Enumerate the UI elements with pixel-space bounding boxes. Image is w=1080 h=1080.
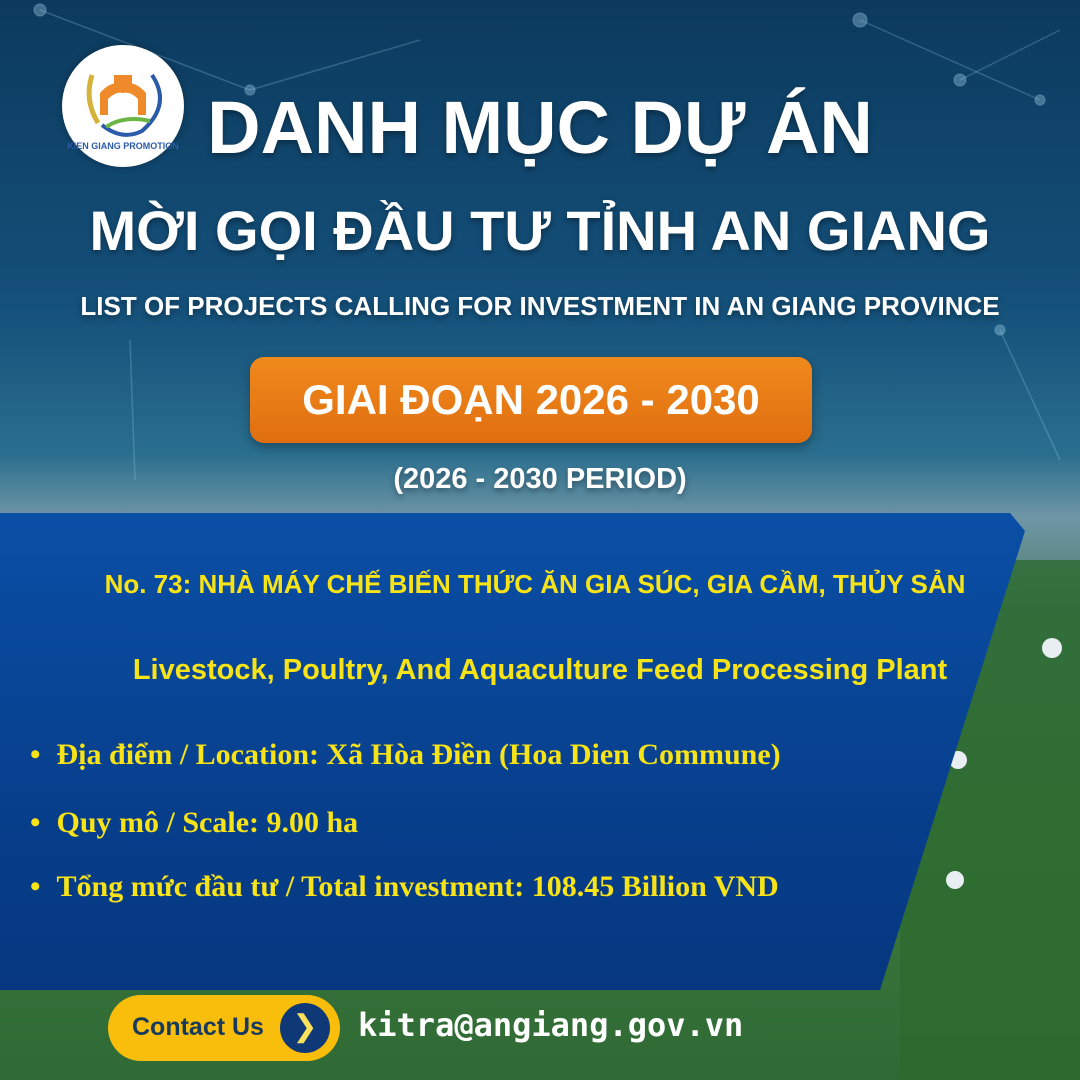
contact-us-label: Contact Us <box>132 1013 264 1041</box>
project-title: No. 73: NHÀ MÁY CHẾ BIẾN THỨC ĂN GIA SÚC… <box>104 569 966 599</box>
title-line-1: DANH MỤC DỰ ÁN <box>207 86 873 169</box>
period-english: (2026 - 2030 PERIOD) <box>393 463 687 495</box>
svg-text:KIEN GIANG PROMOTION: KIEN GIANG PROMOTION <box>67 141 179 151</box>
project-title-english: Livestock, Poultry, And Aquaculture Feed… <box>132 654 948 686</box>
contact-us-button[interactable]: Contact Us ❯ <box>108 995 340 1061</box>
detail-investment: Tổng mức đầu tư / Total investment: 108.… <box>30 870 779 904</box>
title-line-2: MỜI GỌI ĐẦU TƯ TỈNH AN GIANG <box>89 199 991 262</box>
subtitle-english: LIST OF PROJECTS CALLING FOR INVESTMENT … <box>80 291 1000 321</box>
kien-giang-promotion-logo: KIEN GIANG PROMOTION <box>62 45 184 167</box>
period-badge: GIAI ĐOẠN 2026 - 2030 <box>250 357 812 443</box>
period-badge-label: GIAI ĐOẠN 2026 - 2030 <box>302 376 760 423</box>
detail-scale: Quy mô / Scale: 9.00 ha <box>30 806 359 840</box>
detail-location: Địa điểm / Location: Xã Hòa Điền (Hoa Di… <box>30 738 781 772</box>
contact-email[interactable]: kitra@angiang.gov.vn <box>358 1006 744 1044</box>
chevron-right-icon: ❯ <box>280 1003 330 1053</box>
